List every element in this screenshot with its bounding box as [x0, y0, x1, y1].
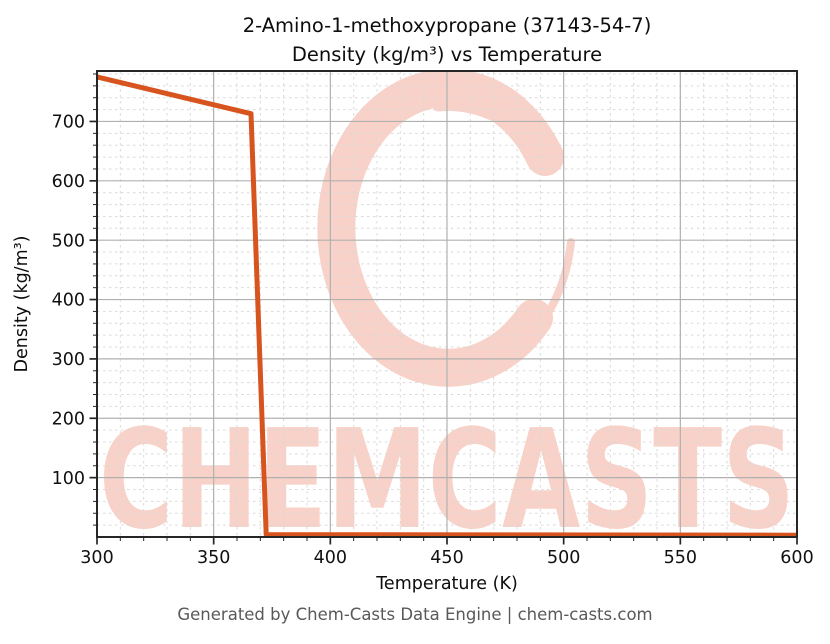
series-layer [97, 74, 797, 537]
y-tick-label: 700 [52, 113, 85, 133]
y-tick-label: 600 [52, 172, 85, 192]
footer-credit: Generated by Chem-Casts Data Engine | ch… [177, 605, 653, 624]
y-tick-label: 500 [52, 231, 85, 251]
x-tick-label: 350 [197, 548, 230, 568]
grid-layer [96, 71, 798, 537]
plot-area: CHEMCASTS 300 350 400 450 500 550 600100200300… [52, 70, 814, 568]
chart-title-line-2: Density (kg/m³) vs Temperature [291, 43, 603, 66]
chart-title: 2-Amino-1-methoxypropane (37143-54-7) De… [97, 11, 797, 69]
y-tick-label: 100 [52, 469, 85, 489]
x-tick-label: 500 [547, 548, 580, 568]
c-swoosh-outer-accent [543, 238, 575, 319]
y-tick-label: 300 [52, 350, 85, 370]
x-tick-label: 400 [314, 548, 347, 568]
x-tick-label: 300 [80, 548, 113, 568]
x-tick-label: 550 [664, 548, 697, 568]
chart-title-line-1: 2-Amino-1-methoxypropane (37143-54-7) [242, 14, 652, 37]
chemcasts-logo-icon [317, 71, 575, 387]
x-tick-label: 600 [780, 548, 813, 568]
x-axis-label: Temperature (K) [376, 574, 518, 594]
y-tick-label: 200 [52, 409, 85, 429]
x-tick-label: 450 [430, 548, 463, 568]
y-tick-label: 400 [52, 291, 85, 311]
density-line [97, 74, 797, 537]
c-swoosh-inner-accent [433, 102, 543, 159]
axes-layer: 300 350 400 450 500 550 600 100 200 300 400 500 600 7… [52, 70, 814, 568]
y-axis-label: Density (kg/m³) [12, 235, 32, 373]
c-swoosh-main [317, 71, 564, 387]
